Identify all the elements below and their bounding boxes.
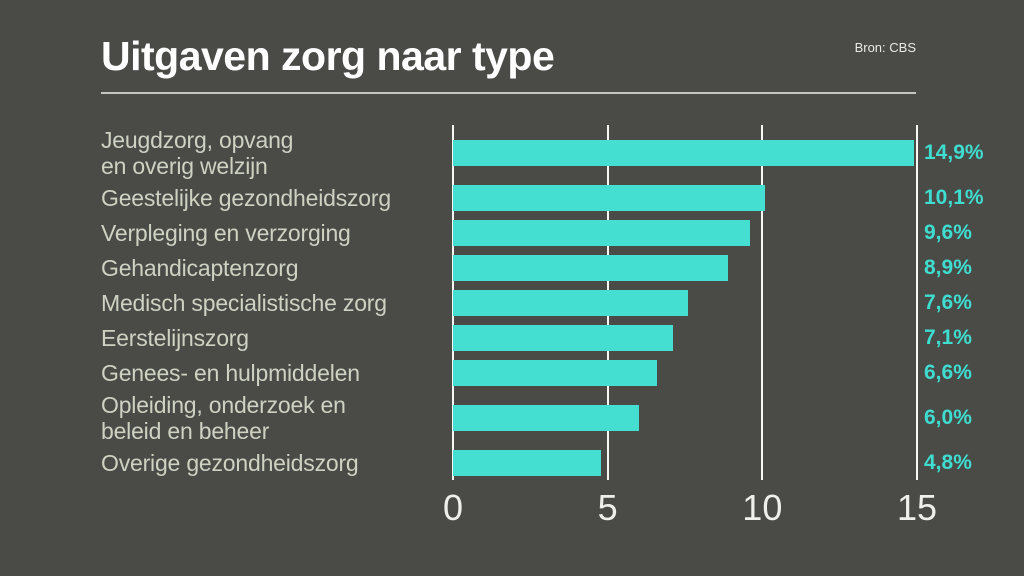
page-title: Uitgaven zorg naar type — [101, 33, 555, 79]
bar-track — [453, 285, 917, 320]
bar — [453, 359, 658, 386]
x-axis-tick-label: 10 — [742, 487, 783, 528]
value-label: 8,9% — [924, 255, 972, 279]
value-label: 9,6% — [924, 220, 972, 244]
gridline — [916, 125, 918, 480]
chart-row: Opleiding, onderzoek en beleid en beheer … — [101, 390, 1017, 445]
value-label: 4,8% — [924, 450, 972, 474]
value-label: 6,0% — [924, 405, 972, 429]
category-label: Gehandicaptenzorg — [101, 254, 299, 281]
category-label: Jeugdzorg, opvang en overig welzijn — [101, 126, 294, 179]
bar-track — [453, 215, 917, 250]
bar — [453, 404, 639, 431]
bar-track — [453, 445, 917, 480]
gridline — [761, 125, 764, 480]
x-axis-tick-label: 5 — [597, 487, 618, 528]
bar — [453, 254, 729, 281]
category-label: Overige gezondheidszorg — [101, 449, 359, 476]
x-axis: 0 5 10 15 — [443, 487, 937, 529]
category-label: Geestelijke gezondheidszorg — [101, 184, 391, 211]
x-axis-tick-label: 0 — [442, 487, 464, 528]
bar — [453, 184, 766, 211]
value-label: 14,9% — [924, 140, 984, 164]
bar — [453, 139, 914, 166]
bar-track — [453, 125, 917, 180]
bar — [453, 449, 602, 476]
bar — [453, 219, 750, 246]
category-label: Opleiding, onderzoek en beleid en beheer — [101, 391, 346, 444]
bar-track — [453, 390, 917, 445]
category-label: Eerstelijnszorg — [101, 324, 249, 351]
value-label: 7,1% — [924, 325, 972, 349]
bar — [453, 324, 673, 351]
bar-chart: Jeugdzorg, opvang en overig welzijn 14,9%… — [101, 125, 1024, 528]
chart-row: Verpleging en verzorging 9,6% — [101, 215, 1017, 250]
value-label: 7,6% — [924, 290, 972, 314]
category-label: Medisch specialistische zorg — [101, 289, 387, 316]
title-divider — [101, 92, 916, 94]
bar-track — [453, 180, 917, 215]
chart-row: Jeugdzorg, opvang en overig welzijn 14,9% — [101, 125, 1017, 180]
category-label: Verpleging en verzorging — [101, 219, 351, 246]
bar-track — [453, 355, 917, 390]
chart-row: Eerstelijnszorg 7,1% — [101, 320, 1017, 355]
bar-track — [453, 320, 917, 355]
chart-row: Genees- en hulpmiddelen 6,6% — [101, 355, 1017, 390]
x-axis-tick-label: 15 — [896, 487, 938, 528]
bar-track — [453, 250, 917, 285]
chart-rows: Jeugdzorg, opvang en overig welzijn 14,9%… — [101, 125, 1017, 480]
chart-row: Geestelijke gezondheidszorg 10,1% — [101, 180, 1017, 215]
chart-row: Medisch specialistische zorg 7,6% — [101, 285, 1017, 320]
value-label: 10,1% — [924, 185, 984, 209]
chart-row: Gehandicaptenzorg 8,9% — [101, 250, 1017, 285]
bar — [453, 289, 689, 316]
source-label: Bron: CBS — [854, 40, 916, 55]
category-label: Genees- en hulpmiddelen — [101, 359, 360, 386]
chart-row: Overige gezondheidszorg 4,8% — [101, 445, 1017, 480]
value-label: 6,6% — [924, 360, 972, 384]
